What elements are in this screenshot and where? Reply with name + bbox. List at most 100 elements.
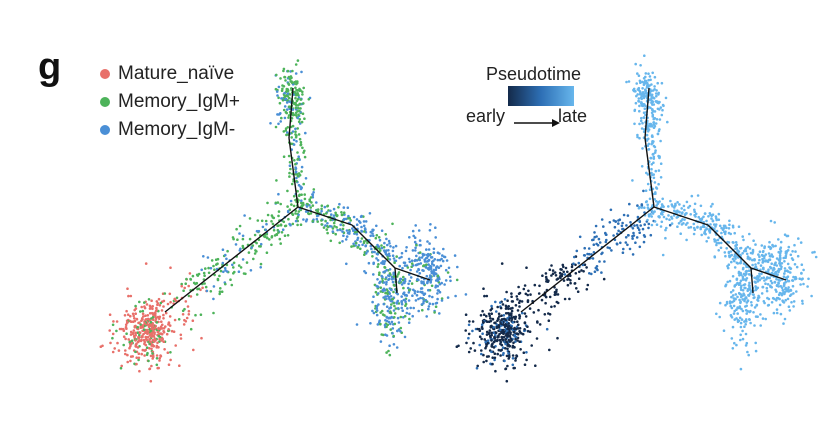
left-cell-point (413, 240, 417, 244)
left-cell-point (167, 363, 171, 367)
right-cell-point (696, 194, 700, 197)
right-cell-point (653, 85, 656, 88)
right-cell-point (715, 218, 718, 222)
right-cell-point (562, 279, 566, 282)
left-cell-point (134, 324, 137, 328)
right-cell-point (508, 317, 512, 320)
left-cell-point (290, 117, 294, 120)
left-cell-point (133, 308, 136, 312)
right-cell-point (753, 306, 757, 309)
right-cell-point (735, 343, 738, 347)
right-cell-point (593, 235, 596, 239)
right-cell-point (775, 277, 778, 281)
right-cell-point (787, 270, 790, 273)
right-cell-point (513, 334, 516, 338)
right-cell-point (648, 98, 651, 102)
left-cell-point (172, 330, 176, 334)
left-cell-point (185, 316, 189, 320)
left-cell-point (122, 335, 126, 339)
right-cell-point (689, 213, 692, 216)
left-cell-point (392, 334, 396, 338)
right-cell-point (508, 329, 511, 333)
right-cell-point (641, 121, 644, 125)
right-cell-point (713, 255, 716, 258)
left-cell-point (382, 270, 385, 274)
right-cell-point (564, 266, 568, 270)
left-cell-point (414, 246, 417, 250)
left-cell-point (226, 249, 229, 253)
left-cell-point (151, 357, 154, 360)
right-cell-point (747, 284, 751, 287)
left-cell-point (400, 306, 404, 310)
right-cell-point (638, 104, 641, 108)
left-cell-point (160, 332, 164, 336)
left-cell-point (132, 329, 136, 332)
right-cell-point (518, 329, 521, 333)
left-cell-point (180, 282, 183, 286)
right-cell-point (658, 216, 661, 219)
left-cell-point (189, 327, 193, 331)
right-cell-point (784, 298, 787, 302)
left-cell-point (366, 250, 369, 253)
left-cell-point (143, 321, 146, 325)
right-cell-point (632, 231, 635, 235)
right-cell-point (700, 217, 704, 220)
left-cell-point (422, 299, 426, 303)
left-cell-point (413, 289, 417, 293)
right-cell-point (587, 247, 591, 250)
left-cell-point (425, 315, 429, 318)
right-cell-point (759, 264, 763, 267)
right-cell-point (644, 189, 648, 192)
right-cell-point (610, 249, 613, 252)
right-cell-point (744, 286, 747, 290)
left-cell-point (316, 220, 320, 223)
right-cell-point (740, 318, 744, 321)
right-cell-point (738, 316, 742, 320)
left-cell-point (300, 193, 303, 196)
right-cell-point (636, 88, 640, 91)
left-cell-point (455, 278, 459, 282)
right-cell-point (658, 118, 662, 121)
right-cell-point (489, 317, 492, 320)
right-cell-point (586, 252, 589, 256)
right-cell-point (775, 299, 778, 302)
left-cell-point (297, 183, 301, 187)
right-cell-point (646, 203, 649, 207)
right-cell-point (784, 280, 787, 284)
right-cell-point (754, 263, 757, 266)
right-cell-point (814, 255, 818, 259)
right-cell-point (792, 300, 796, 303)
legend-label-mature-naive: Mature_naïve (118, 63, 235, 84)
right-cell-point (640, 165, 644, 168)
left-cell-point (422, 282, 426, 286)
left-cell-point (290, 182, 294, 186)
left-cell-point (295, 140, 298, 143)
left-cell-point (294, 133, 297, 136)
right-cell-point (765, 286, 769, 290)
left-cell-point (241, 258, 245, 261)
left-cell-point (286, 126, 290, 129)
right-cell-point (628, 202, 631, 206)
left-cell-point (297, 155, 301, 158)
left-cell-point (293, 81, 296, 84)
right-cell-point (659, 106, 663, 109)
left-cell-point (420, 256, 424, 259)
right-cell-point (731, 300, 734, 304)
right-cell-point (517, 323, 520, 327)
left-cell-point (369, 322, 372, 325)
right-cell-point (800, 278, 803, 281)
left-cell-point (363, 227, 367, 231)
left-cell-point (432, 251, 436, 255)
left-cell-point (408, 312, 411, 316)
left-cell-point (135, 342, 138, 346)
right-cell-point (646, 218, 649, 222)
right-cell-point (648, 188, 652, 191)
left-cell-point (253, 252, 257, 255)
right-cell-point (665, 217, 668, 221)
right-cell-point (640, 127, 644, 130)
left-cell-point (115, 320, 119, 323)
left-cell-point (296, 59, 300, 62)
right-cell-point (778, 251, 782, 254)
left-cell-point (386, 309, 390, 313)
